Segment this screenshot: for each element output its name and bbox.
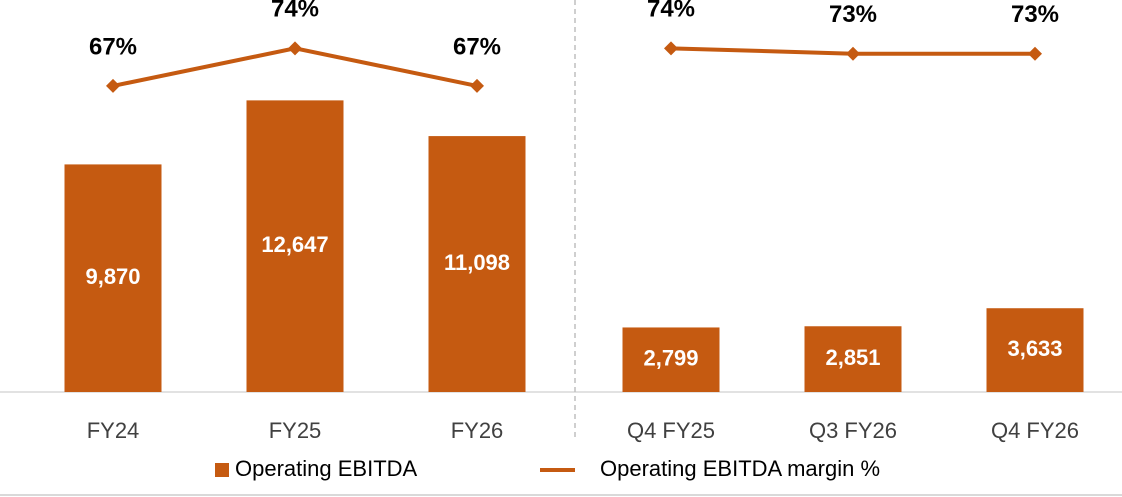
data-label: 2,799 [643, 346, 698, 371]
legend-label: Operating EBITDA [235, 456, 418, 481]
data-label: 74% [271, 0, 319, 23]
data-label: 73% [1011, 1, 1059, 28]
line-marker [470, 78, 484, 93]
data-label: 11,098 [444, 250, 510, 275]
line-marker [846, 46, 860, 61]
legend-label: Operating EBITDA margin % [600, 456, 880, 481]
bar [622, 327, 720, 392]
data-label: 67% [453, 33, 501, 60]
x-tick-label: FY24 [87, 418, 140, 443]
data-label: 67% [89, 33, 137, 60]
bar [986, 308, 1084, 392]
bar [804, 326, 902, 392]
legend-swatch [215, 463, 229, 477]
x-tick-label: Q4 FY26 [991, 418, 1079, 443]
line-marker [1028, 46, 1042, 61]
line-marker [106, 78, 120, 93]
line-marker [664, 41, 678, 56]
bar [428, 136, 526, 392]
x-tick-label: FY26 [451, 418, 504, 443]
x-tick-label: Q4 FY25 [627, 418, 715, 443]
data-label: 2,851 [825, 345, 880, 370]
bar [64, 164, 162, 392]
data-label: 74% [647, 0, 695, 23]
data-label: 12,647 [261, 232, 328, 257]
data-label: 73% [829, 1, 877, 28]
data-label: 9,870 [85, 264, 140, 289]
data-label: 3,633 [1007, 336, 1062, 361]
bar [246, 100, 344, 392]
line-marker [288, 41, 302, 56]
x-tick-label: FY25 [269, 418, 322, 443]
x-tick-label: Q3 FY26 [809, 418, 897, 443]
